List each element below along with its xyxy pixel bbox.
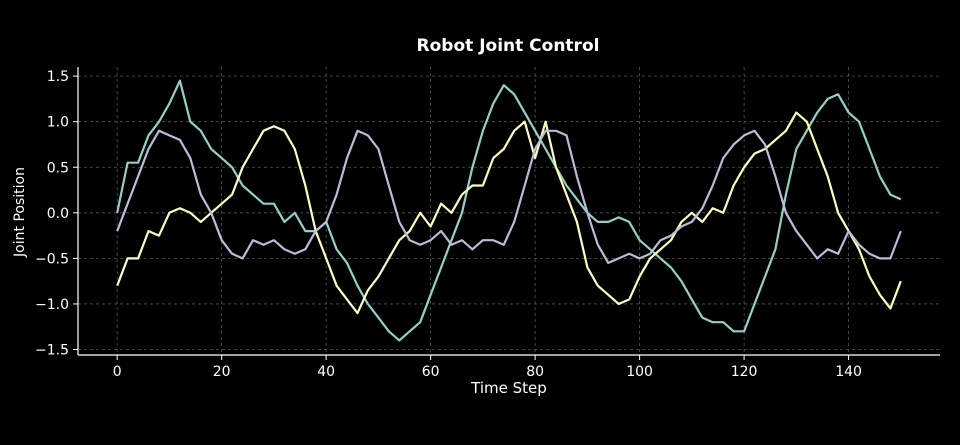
chart-title: Robot Joint Control <box>417 36 600 56</box>
y-tick-label: −0.5 <box>35 251 69 267</box>
y-tick-label: −1.5 <box>35 343 69 359</box>
x-tick-label: 40 <box>317 364 335 380</box>
y-tick-label: −1.0 <box>35 297 69 313</box>
y-tick-label: 0.5 <box>47 160 69 176</box>
x-tick-label: 100 <box>626 364 653 380</box>
y-tick-label: 1.5 <box>47 69 69 85</box>
y-axis-label: Joint Position <box>12 167 28 258</box>
x-tick-label: 0 <box>113 364 122 380</box>
x-tick-label: 120 <box>731 364 758 380</box>
y-tick-label: 1.0 <box>47 115 69 131</box>
x-tick-label: 60 <box>422 364 440 380</box>
x-tick-label: 20 <box>213 364 231 380</box>
x-axis-label: Time Step <box>470 379 547 397</box>
x-tick-label: 140 <box>835 364 862 380</box>
y-tick-label: 0.0 <box>47 206 69 222</box>
series-line <box>116 111 902 315</box>
series-line <box>116 79 902 342</box>
x-tick-label: 80 <box>526 364 544 380</box>
series-line <box>116 129 902 264</box>
